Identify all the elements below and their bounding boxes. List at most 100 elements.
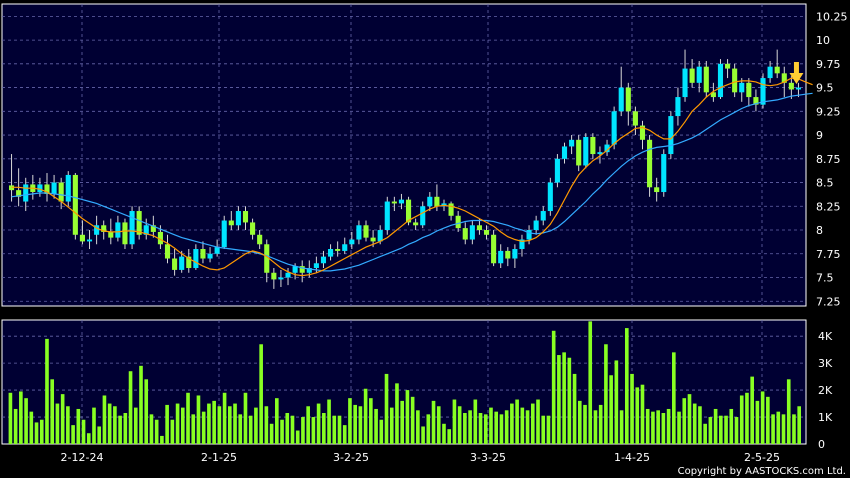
candle-body bbox=[193, 249, 199, 269]
volume-tick-label: 3K bbox=[818, 357, 833, 370]
volume-bar bbox=[212, 400, 216, 444]
volume-bar bbox=[358, 406, 363, 444]
volume-bar bbox=[541, 415, 546, 444]
volume-bar bbox=[468, 410, 472, 444]
volume-bar bbox=[546, 415, 551, 444]
volume-bar bbox=[295, 430, 300, 444]
volume-bar bbox=[426, 414, 431, 444]
date-tick-label: 2-5-25 bbox=[744, 451, 780, 464]
volume-bar bbox=[81, 419, 86, 444]
candle-body bbox=[639, 125, 646, 140]
volume-bar bbox=[71, 425, 75, 444]
candle-body bbox=[540, 211, 546, 221]
candle-body bbox=[72, 174, 78, 235]
date-tick-label: 3-2-25 bbox=[333, 451, 369, 464]
volume-bar bbox=[635, 387, 640, 444]
candle-body bbox=[328, 249, 334, 257]
candle-body bbox=[143, 225, 149, 235]
volume-bar bbox=[661, 413, 666, 444]
volume-bar bbox=[557, 355, 561, 444]
volume-bar bbox=[577, 400, 582, 444]
volume-bar bbox=[504, 410, 509, 444]
candle-body bbox=[710, 92, 716, 98]
candle-body bbox=[23, 184, 29, 202]
volume-bar bbox=[34, 422, 39, 444]
candle-body bbox=[108, 231, 114, 238]
candle-body bbox=[37, 184, 43, 193]
candle-body bbox=[356, 225, 362, 240]
candle-body bbox=[349, 239, 355, 245]
price-axis: 10.25 10 9.75 9.5 9.25 9 8.75 8.5 8.25 8 7.75 7.5 7.… bbox=[816, 10, 848, 308]
candle-body bbox=[498, 250, 504, 264]
candle-body bbox=[554, 158, 560, 183]
candle-body bbox=[122, 222, 128, 245]
volume-bar bbox=[259, 344, 263, 444]
volume-bar bbox=[102, 395, 107, 444]
volume-bar bbox=[301, 417, 305, 444]
volume-bar bbox=[530, 403, 535, 444]
volume-tick-label: 2K bbox=[818, 384, 833, 397]
price-grid bbox=[2, 4, 806, 306]
volume-bar bbox=[243, 392, 248, 444]
candle-body bbox=[583, 136, 589, 166]
candle-body bbox=[342, 244, 348, 251]
volume-bar bbox=[290, 415, 295, 444]
candle-body bbox=[781, 73, 787, 83]
candle-body bbox=[363, 225, 369, 238]
volume-bar bbox=[729, 408, 734, 444]
candle-body bbox=[526, 230, 532, 240]
volume-bar bbox=[771, 414, 775, 444]
candle-body bbox=[505, 250, 511, 259]
volume-bar bbox=[755, 400, 760, 444]
candle-body bbox=[675, 97, 681, 117]
volume-bar bbox=[374, 408, 378, 444]
candle-body bbox=[696, 66, 702, 83]
volume-bar bbox=[363, 388, 368, 444]
volume-bar bbox=[191, 414, 196, 444]
candle-body bbox=[164, 244, 171, 259]
candle-body bbox=[136, 211, 142, 235]
volume-bar bbox=[473, 399, 478, 444]
candle-body bbox=[398, 199, 405, 204]
candle-body bbox=[668, 116, 674, 155]
volume-bar bbox=[384, 373, 389, 444]
volume-bar bbox=[400, 400, 404, 444]
volume-bar bbox=[442, 423, 446, 444]
volume-bar bbox=[640, 384, 645, 444]
volume-bar bbox=[86, 433, 91, 444]
price-tick-label: 9.5 bbox=[816, 82, 834, 95]
candle-body bbox=[420, 206, 426, 226]
candle-body bbox=[384, 201, 390, 231]
volume-bar bbox=[123, 413, 128, 444]
candle-body bbox=[405, 199, 412, 223]
candle-body bbox=[264, 244, 270, 273]
volume-tick-label: 0 bbox=[818, 438, 825, 451]
volume-bar bbox=[118, 415, 122, 444]
volume-bar bbox=[452, 399, 457, 444]
price-tick-label: 7.25 bbox=[816, 295, 841, 308]
volume-bar bbox=[76, 408, 81, 444]
date-tick-label: 3-3-25 bbox=[470, 451, 506, 464]
volume-bar bbox=[233, 403, 237, 444]
candle-body bbox=[370, 237, 376, 242]
volume-bar bbox=[133, 407, 138, 444]
volume-bar bbox=[369, 398, 373, 444]
volume-bar bbox=[510, 403, 514, 444]
price-tick-label: 8 bbox=[816, 224, 823, 237]
candle-body bbox=[94, 225, 100, 235]
volume-bar bbox=[160, 435, 164, 444]
volume-bar bbox=[154, 419, 159, 444]
volume-bar bbox=[405, 390, 410, 444]
candle-body bbox=[625, 87, 631, 112]
volume-bar bbox=[624, 328, 629, 444]
candle-body bbox=[179, 256, 185, 270]
candle-body bbox=[129, 211, 135, 245]
volume-bar bbox=[478, 413, 483, 444]
candle-body bbox=[661, 154, 667, 193]
volume-bar bbox=[698, 406, 702, 444]
volume-bar bbox=[708, 417, 713, 444]
candle-body bbox=[320, 256, 327, 264]
candle-body bbox=[242, 211, 249, 223]
price-tick-label: 8.5 bbox=[816, 177, 834, 190]
